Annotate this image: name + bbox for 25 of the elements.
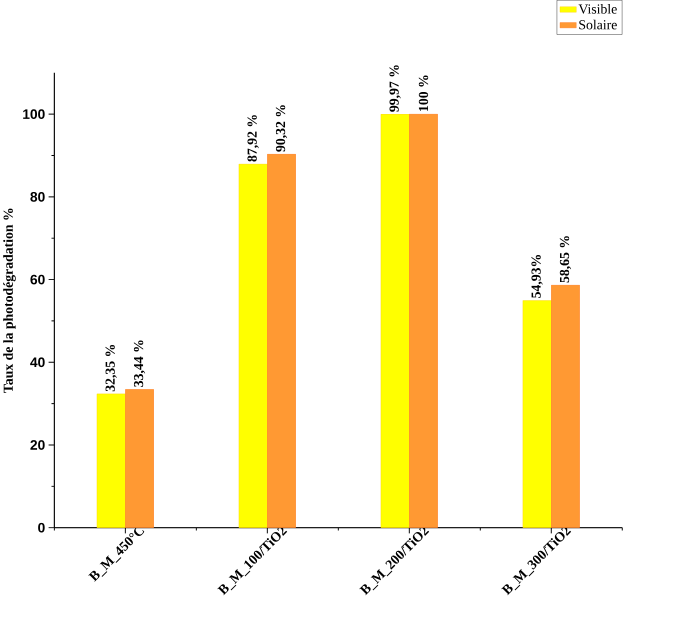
y-tick-label: 100 <box>23 109 45 119</box>
y-tick-label: 80 <box>30 192 45 202</box>
data-label: 32,35 % <box>106 344 117 392</box>
data-label: 54,93% <box>531 255 543 298</box>
data-label: 33,44 % <box>134 340 146 387</box>
bar <box>238 164 268 528</box>
bar <box>125 389 154 528</box>
bar <box>551 284 580 528</box>
y-tick-label: 60 <box>30 274 45 284</box>
data-label: 87,92 % <box>247 115 259 162</box>
legend-label: Visible <box>578 4 617 14</box>
data-label: 100 % <box>418 76 428 111</box>
bar <box>267 154 296 528</box>
bar <box>522 300 552 528</box>
data-label: 90,32 % <box>276 105 288 152</box>
bar <box>96 394 126 528</box>
y-tick-label: 0 <box>38 522 45 533</box>
data-label: 99,97 % <box>389 65 401 112</box>
bar <box>380 114 410 528</box>
data-label: 58,65 % <box>560 236 572 282</box>
y-axis-title: Taux de la photodégradation % <box>3 208 16 393</box>
y-tick-label: 40 <box>30 357 45 368</box>
bar <box>409 114 438 528</box>
legend-label: Solaire <box>579 20 617 30</box>
y-tick-label: 20 <box>30 440 45 450</box>
